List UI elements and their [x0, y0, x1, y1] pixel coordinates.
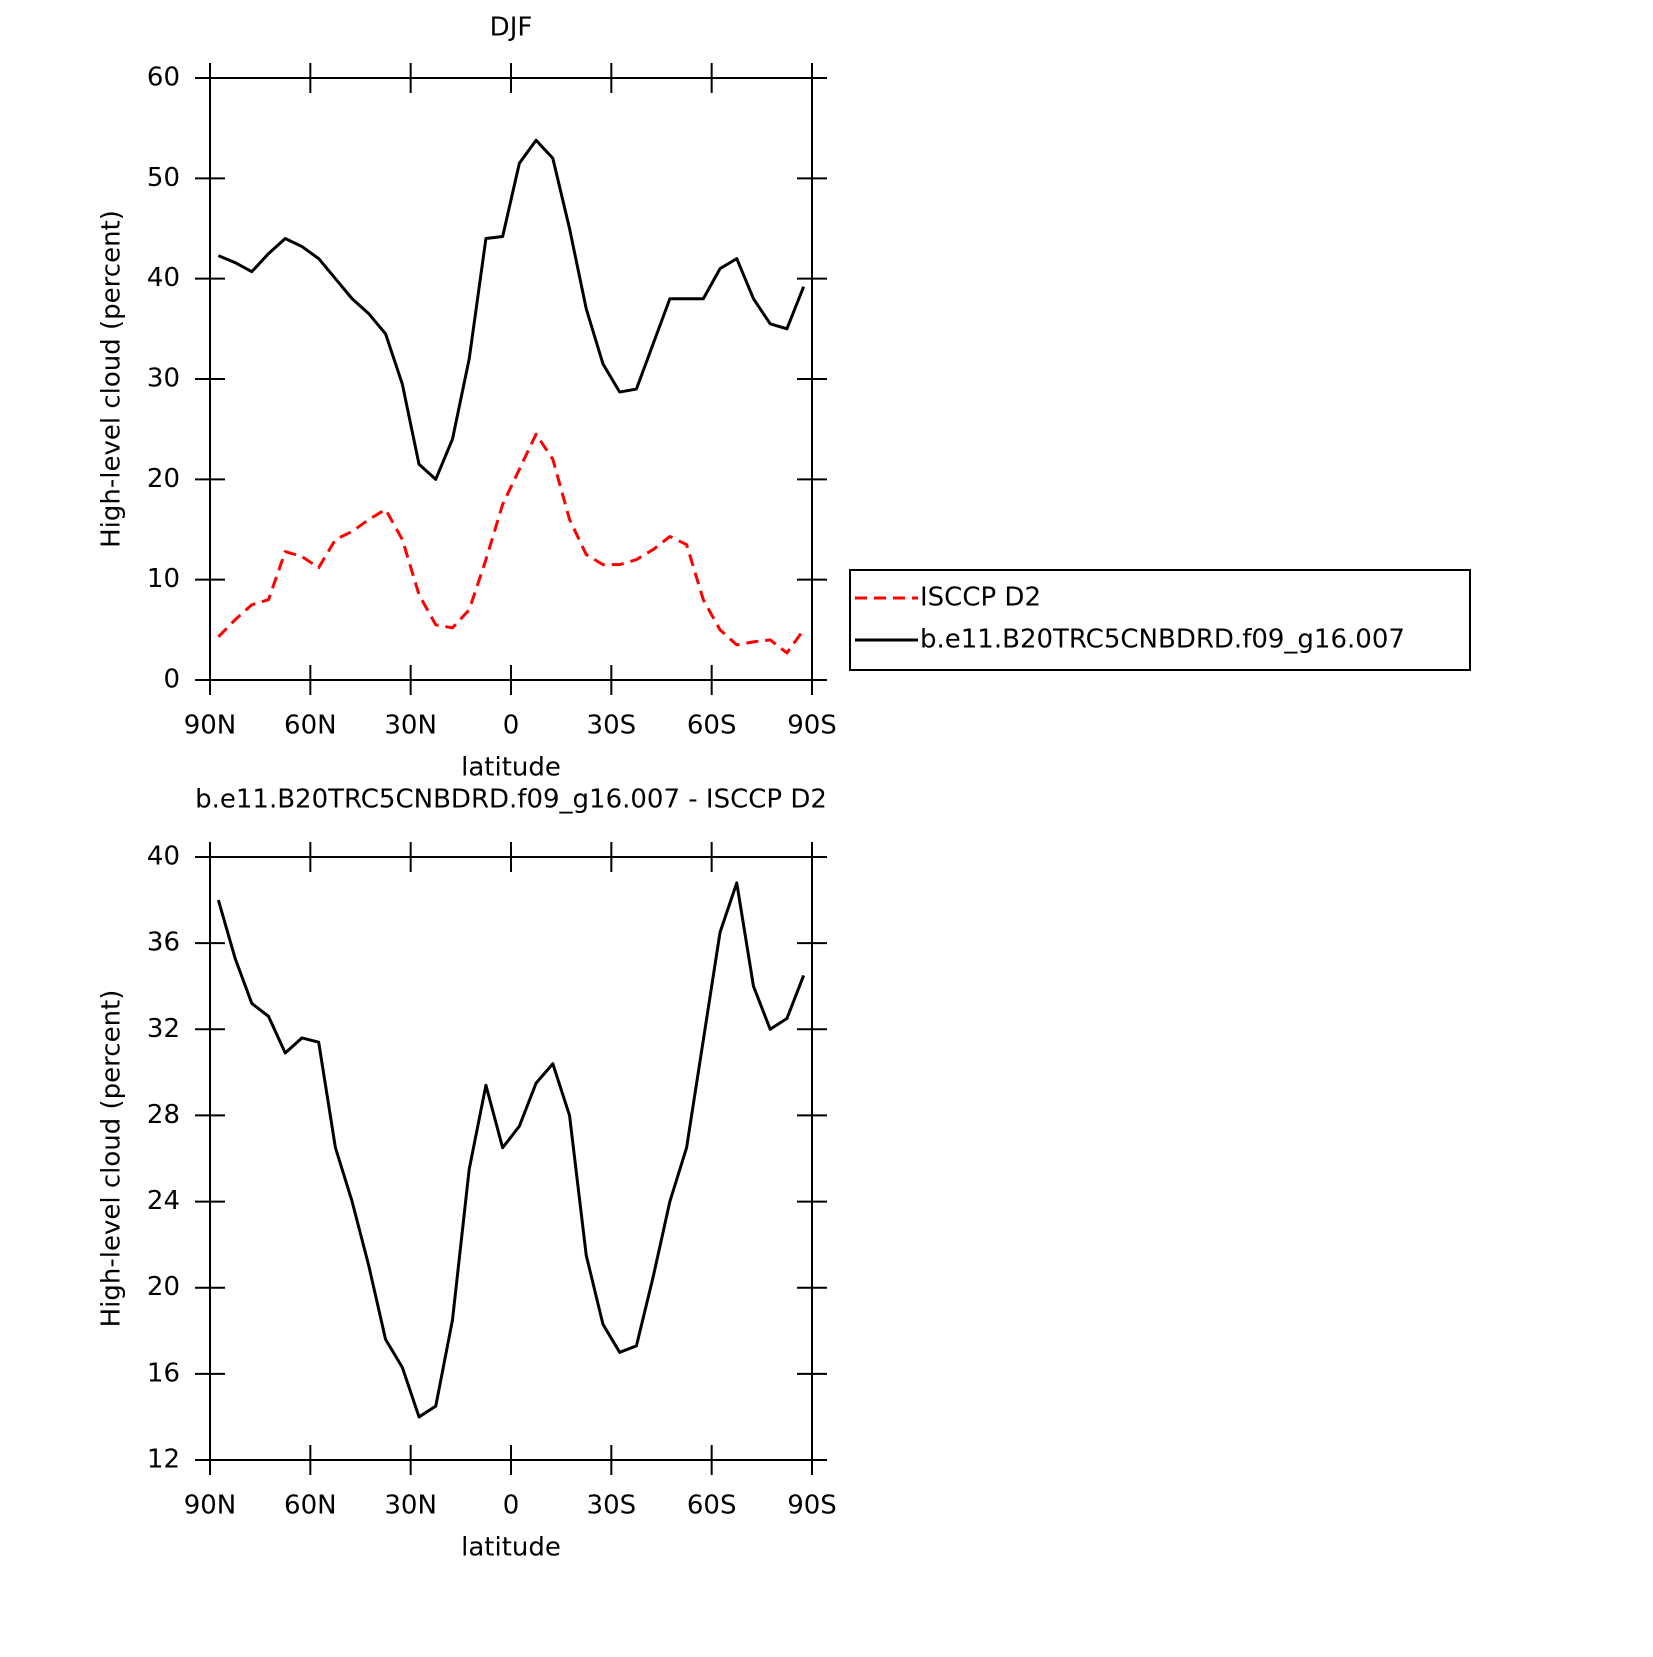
- y-tick-label: 0: [163, 665, 180, 695]
- y-tick-label: 50: [147, 163, 180, 193]
- y-axis-label: High-level cloud (percent): [97, 990, 127, 1328]
- x-tick-label: 90N: [184, 1491, 237, 1521]
- y-tick-label: 12: [147, 1445, 180, 1475]
- y-tick-label: 36: [147, 928, 180, 958]
- y-tick-label: 60: [147, 63, 180, 93]
- y-tick-label: 16: [147, 1358, 180, 1388]
- x-tick-label: 60N: [284, 711, 337, 741]
- data-line: [217, 138, 806, 481]
- legend-box: [849, 569, 1471, 671]
- y-tick-label: 28: [147, 1100, 180, 1130]
- x-tick-label: 60S: [687, 711, 737, 741]
- y-tick-label: 40: [147, 842, 180, 872]
- y-axis-label: High-level cloud (percent): [97, 210, 127, 548]
- chart-title: DJF: [490, 13, 533, 43]
- y-tick-label: 30: [147, 364, 180, 394]
- x-tick-label: 60N: [284, 1491, 337, 1521]
- legend-label: b.e11.B20TRC5CNBDRD.f09_g16.007: [920, 625, 1405, 655]
- y-tick-label: 24: [147, 1186, 180, 1216]
- y-tick-label: 20: [147, 464, 180, 494]
- x-axis-label: latitude: [461, 1533, 561, 1563]
- plot-frame: [209, 77, 813, 681]
- legend-label: ISCCP D2: [920, 583, 1041, 613]
- data-line: [216, 881, 806, 1419]
- data-line: [217, 432, 805, 655]
- plot-frame: [209, 856, 813, 1461]
- x-tick-label: 30N: [384, 1491, 437, 1521]
- y-tick-label: 10: [147, 564, 180, 594]
- x-axis-label: latitude: [461, 753, 561, 783]
- x-tick-label: 0: [503, 1491, 520, 1521]
- y-tick-label: 40: [147, 263, 180, 293]
- x-tick-label: 30S: [587, 1491, 637, 1521]
- x-tick-label: 30S: [587, 711, 637, 741]
- x-tick-label: 0: [503, 711, 520, 741]
- x-tick-label: 90S: [787, 711, 837, 741]
- y-tick-label: 20: [147, 1272, 180, 1302]
- x-tick-label: 90S: [787, 1491, 837, 1521]
- x-tick-label: 90N: [184, 711, 237, 741]
- x-tick-label: 30N: [384, 711, 437, 741]
- x-tick-label: 60S: [687, 1491, 737, 1521]
- chart-title: b.e11.B20TRC5CNBDRD.f09_g16.007 - ISCCP …: [195, 785, 827, 815]
- y-tick-label: 32: [147, 1014, 180, 1044]
